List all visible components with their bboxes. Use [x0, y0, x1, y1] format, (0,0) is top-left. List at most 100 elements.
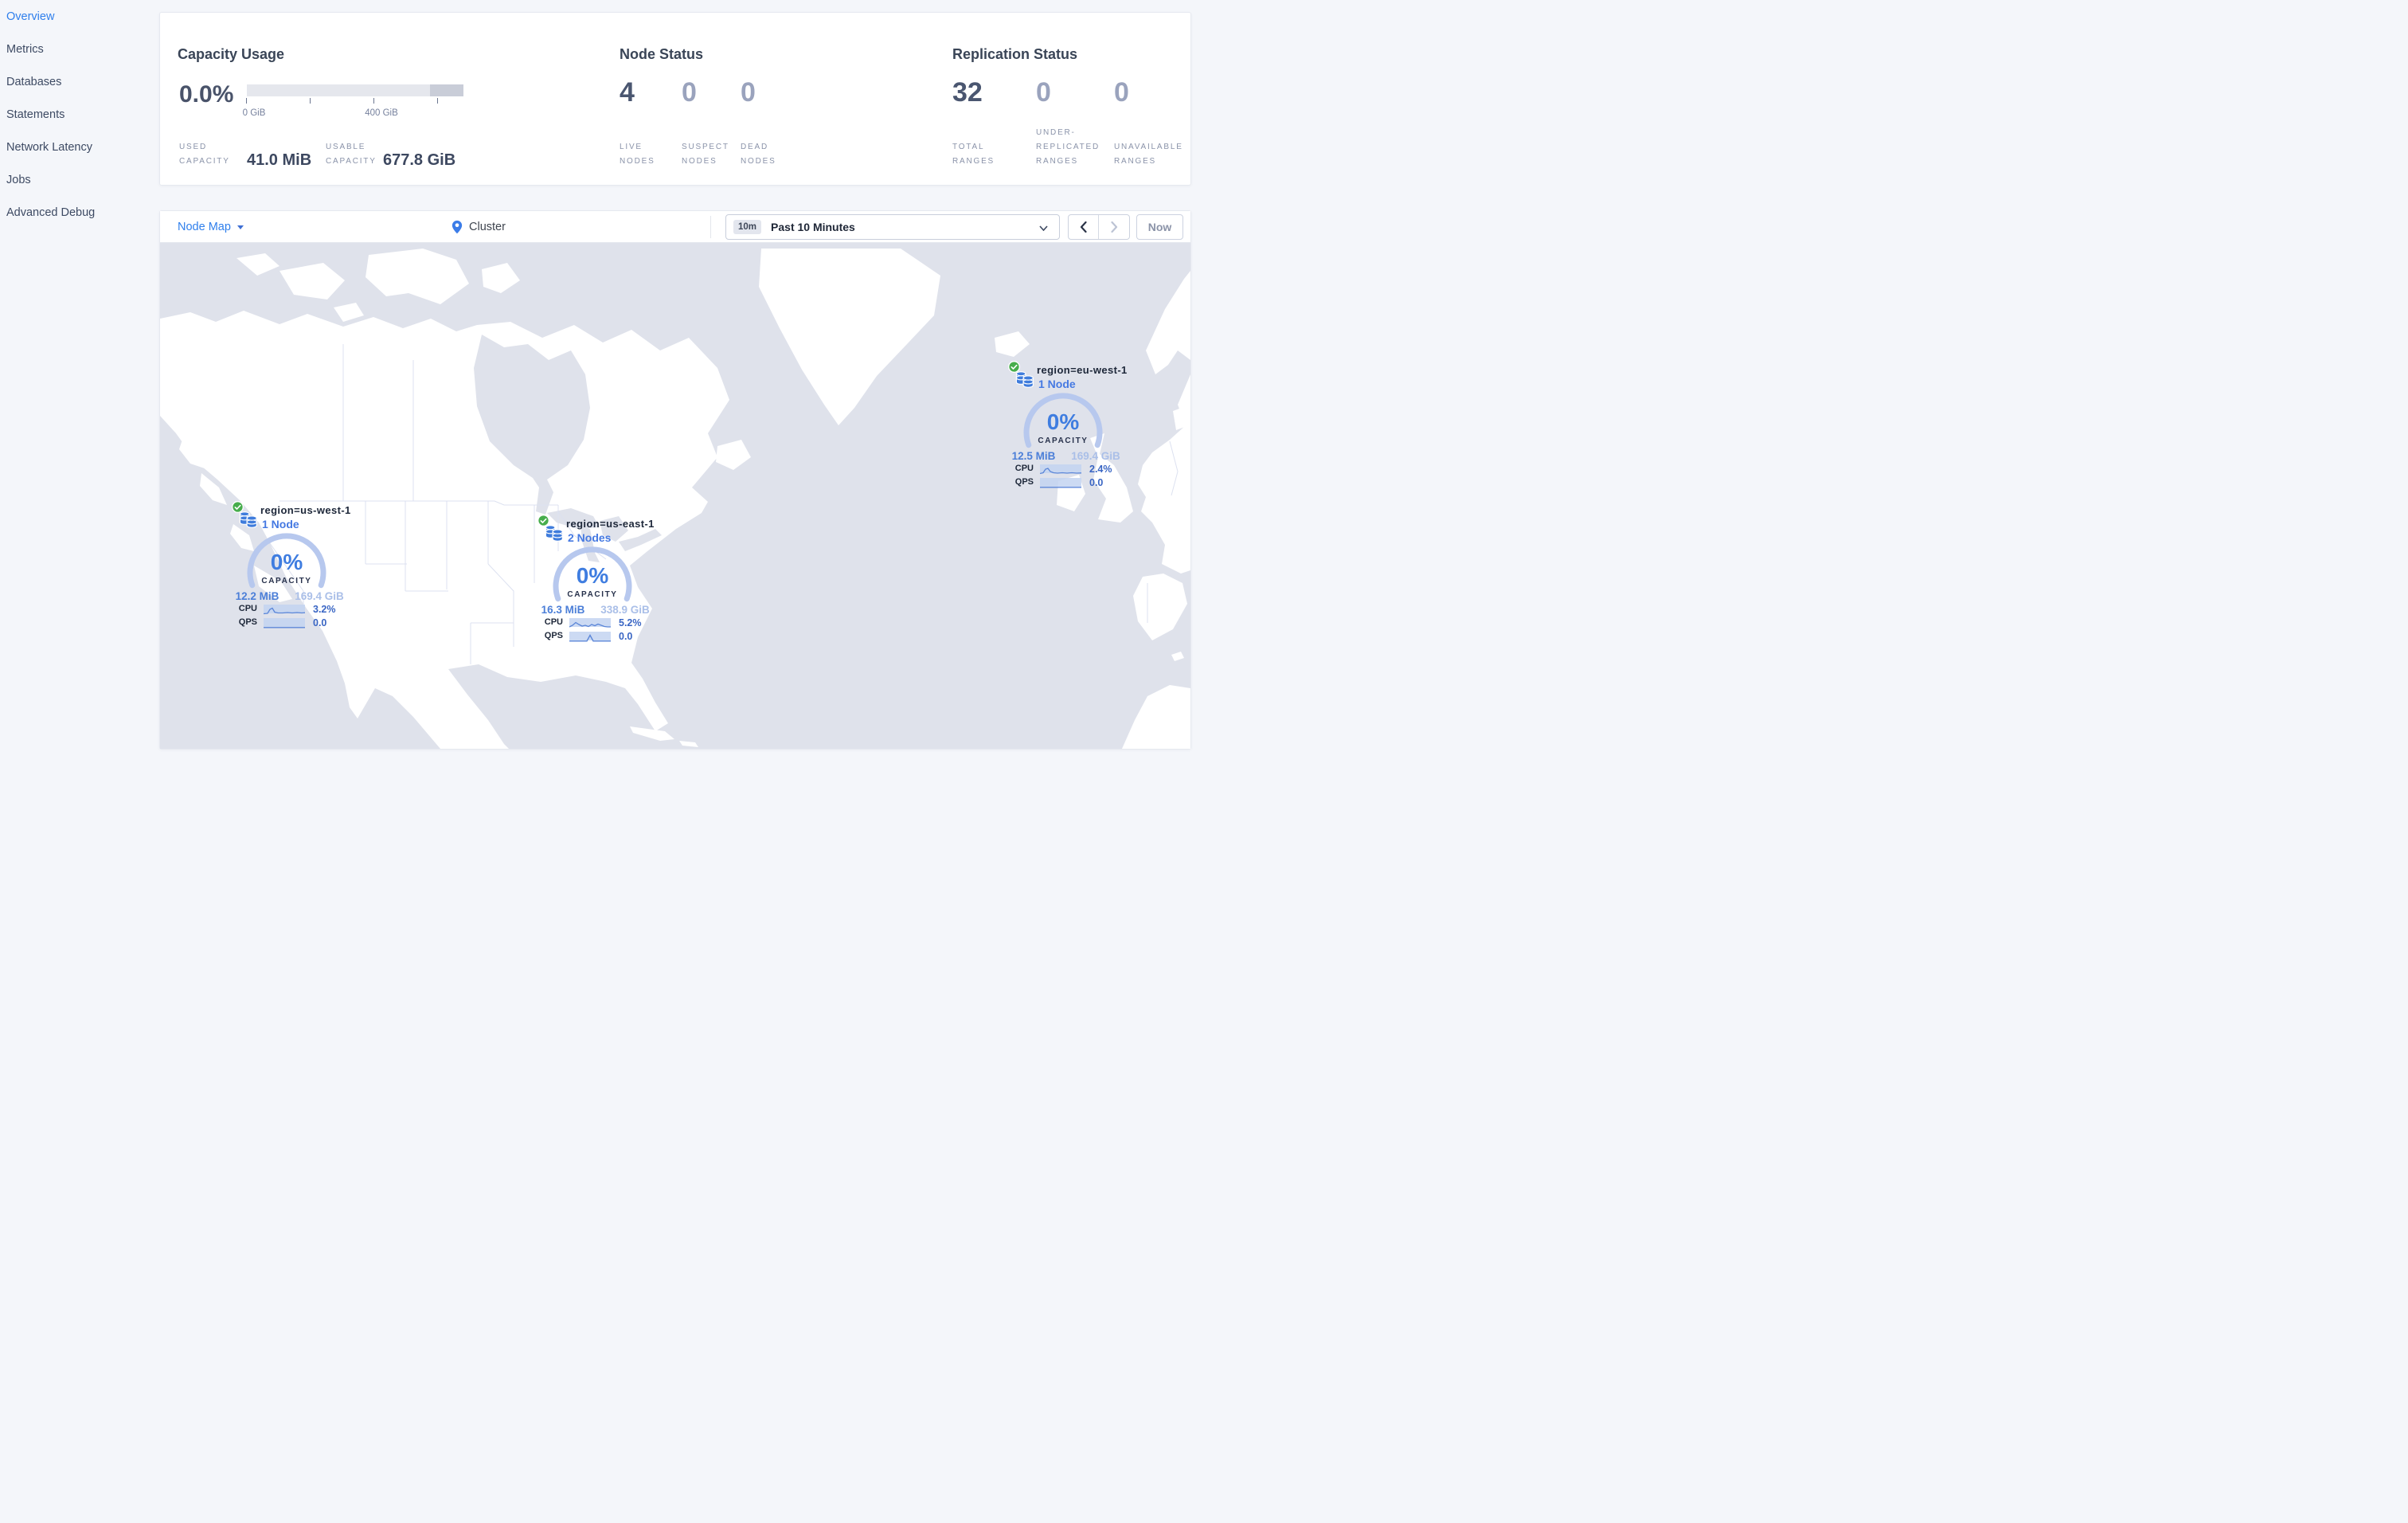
cpu-value: 2.4% — [1089, 464, 1112, 475]
capacity-gauge-label: CAPACITY — [567, 590, 618, 599]
map-pin-icon — [452, 220, 463, 234]
node-status-title: Node Status — [620, 45, 704, 62]
cpu-label: CPU — [544, 617, 563, 627]
axis-tick-label: 0 GiB — [242, 108, 266, 118]
under-replicated-count: 0 — [1036, 77, 1051, 108]
cpu-value: 5.2% — [619, 617, 642, 628]
view-selector-dropdown[interactable]: Node Map — [178, 211, 244, 243]
cpu-label: CPU — [1014, 464, 1034, 473]
database-icon — [1015, 371, 1034, 388]
sidebar-item-databases[interactable]: Databases — [6, 75, 62, 88]
region-name: region=us-west-1 — [260, 504, 351, 516]
total-ranges-count: 32 — [952, 77, 983, 108]
unavailable-ranges-count: 0 — [1114, 77, 1129, 108]
axis-tick — [373, 98, 374, 104]
replication-status-title: Replication Status — [952, 45, 1078, 62]
breadcrumb-label: Cluster — [469, 221, 506, 233]
overview-page: Overview Metrics Databases Statements Ne… — [0, 0, 1204, 762]
region-marker-us-east-1[interactable]: region=us-east-1 2 Nodes 0% CAPACITY 16.… — [538, 515, 665, 646]
chevron-right-icon — [1110, 221, 1117, 233]
usable-capacity-value: 677.8 GiB — [383, 151, 456, 169]
cpu-sparkline — [569, 618, 611, 628]
region-used-capacity: 12.5 MiB — [1011, 450, 1056, 462]
axis-tick — [310, 98, 311, 104]
sidebar-item-overview[interactable]: Overview — [6, 10, 55, 23]
qps-value: 0.0 — [313, 617, 327, 628]
qps-label: QPS — [238, 617, 257, 627]
capacity-gauge-label: CAPACITY — [1038, 437, 1089, 445]
time-range-label: Past 10 Minutes — [771, 221, 855, 233]
suspect-nodes-count: 0 — [682, 77, 697, 108]
dead-nodes-count: 0 — [741, 77, 756, 108]
capacity-gauge — [553, 546, 632, 602]
region-marker-us-west-1[interactable]: region=us-west-1 1 Node 0% CAPACITY 12.2… — [232, 501, 359, 632]
capacity-gauge-percent: 0% — [576, 563, 609, 588]
toolbar-divider — [710, 216, 711, 238]
sidebar-item-network-latency[interactable]: Network Latency — [6, 140, 92, 154]
unavailable-ranges-label: UNAVAILABLE RANGES — [1114, 143, 1183, 166]
region-node-count: 1 Node — [1038, 378, 1076, 390]
sidebar-item-statements[interactable]: Statements — [6, 108, 65, 121]
sidebar-item-jobs[interactable]: Jobs — [6, 173, 31, 186]
capacity-percent: 0.0% — [179, 81, 234, 108]
axis-tick — [246, 98, 247, 104]
time-step-forward-button[interactable] — [1099, 215, 1129, 239]
live-nodes-count: 4 — [620, 77, 635, 108]
region-node-count: 2 Nodes — [568, 531, 612, 544]
check-circle-icon — [538, 515, 549, 527]
total-ranges-label: TOTAL RANGES — [952, 143, 995, 166]
capacity-usage-title: Capacity Usage — [178, 45, 285, 62]
chevron-left-icon — [1080, 221, 1087, 233]
qps-sparkline — [264, 618, 305, 628]
region-total-capacity: 169.4 GiB — [1071, 450, 1120, 462]
cpu-label: CPU — [238, 604, 257, 613]
capacity-gauge-percent: 0% — [270, 550, 303, 574]
axis-tick — [437, 98, 438, 104]
time-step-back-button[interactable] — [1069, 215, 1100, 239]
cpu-sparkline — [1039, 464, 1082, 475]
usable-capacity-label: USABLE CAPACITY — [326, 143, 377, 166]
region-name: region=us-east-1 — [566, 518, 655, 530]
region-node-count: 1 Node — [262, 518, 299, 531]
world-map: region=us-west-1 1 Node 0% CAPACITY 12.2… — [160, 243, 1190, 749]
sidebar-item-metrics[interactable]: Metrics — [6, 42, 44, 56]
view-selector-label: Node Map — [178, 221, 231, 233]
region-total-capacity: 169.4 GiB — [295, 590, 344, 602]
capacity-bar-reserved-segment — [430, 84, 463, 96]
capacity-gauge-label: CAPACITY — [261, 577, 312, 585]
qps-label: QPS — [544, 631, 563, 640]
breadcrumb[interactable]: Cluster — [452, 211, 506, 243]
cpu-sparkline — [263, 605, 306, 615]
under-replicated-label: UNDER- REPLICATED RANGES — [1036, 128, 1100, 166]
suspect-nodes-label: SUSPECT NODES — [682, 143, 729, 166]
region-marker-eu-west-1[interactable]: region=eu-west-1 1 Node 0% CAPACITY 12.5… — [1008, 361, 1136, 492]
cluster-summary-card: Capacity Usage 0.0% 0 GiB 400 GiB USED CA… — [159, 12, 1191, 186]
used-capacity-label: USED CAPACITY — [179, 143, 230, 166]
region-used-capacity: 12.2 MiB — [235, 590, 280, 602]
capacity-gauge-percent: 0% — [1046, 409, 1080, 434]
used-capacity-value: 41.0 MiB — [247, 151, 312, 169]
caret-down-icon — [236, 225, 244, 229]
cpu-value: 3.2% — [313, 604, 336, 615]
live-nodes-label: LIVE NODES — [620, 143, 655, 166]
map-canvas — [160, 243, 1190, 749]
qps-sparkline — [569, 632, 611, 642]
capacity-gauge — [1023, 393, 1103, 448]
qps-sparkline — [1040, 478, 1081, 488]
chevron-down-icon — [1039, 225, 1048, 231]
qps-value: 0.0 — [1089, 477, 1104, 488]
axis-tick-label: 400 GiB — [365, 108, 398, 118]
now-button[interactable]: Now — [1136, 214, 1183, 240]
check-circle-icon — [232, 501, 244, 513]
capacity-gauge — [247, 533, 326, 589]
capacity-bar — [247, 84, 463, 96]
time-step-controls — [1068, 214, 1130, 240]
node-map-card: Node Map Cluster 10m Past 10 Minutes — [159, 210, 1191, 750]
sidebar: Overview Metrics Databases Statements Ne… — [0, 0, 157, 762]
sidebar-item-advanced-debug[interactable]: Advanced Debug — [6, 206, 96, 219]
check-circle-icon — [1008, 361, 1020, 373]
qps-value: 0.0 — [619, 631, 633, 642]
region-name: region=eu-west-1 — [1037, 364, 1128, 376]
node-map-toolbar: Node Map Cluster 10m Past 10 Minutes — [160, 211, 1190, 243]
time-range-select[interactable]: 10m Past 10 Minutes — [725, 214, 1060, 240]
